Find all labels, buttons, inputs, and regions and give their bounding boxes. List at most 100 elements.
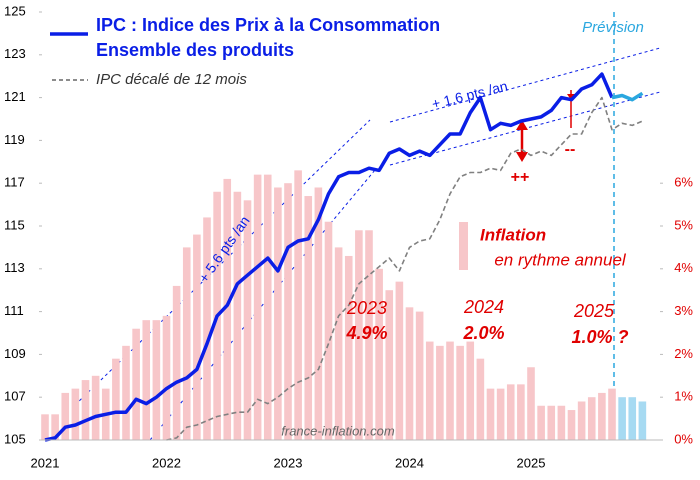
bar [486, 388, 495, 440]
annotation: 2.0% [462, 323, 504, 343]
bar [355, 230, 363, 440]
y2-tick-label: 4% [674, 260, 693, 275]
legend-label: IPC décalé de 12 mois [96, 71, 247, 88]
bar [557, 405, 566, 440]
y-tick-label: 117 [4, 175, 25, 190]
chart-subtitle: Ensemble des produits [96, 40, 294, 60]
legend-label: IPC : Indice des Prix à la Consommation [96, 15, 440, 35]
bar [375, 268, 383, 440]
y2-tick-label: 2% [674, 346, 693, 361]
annotation: -- [565, 141, 576, 158]
annotation: 2024 [463, 297, 504, 317]
y2-tick-label: 6% [674, 175, 693, 190]
bar [223, 178, 232, 441]
bar [344, 255, 353, 440]
bar [294, 170, 302, 441]
bar [172, 285, 181, 440]
bar [587, 397, 596, 440]
bar [506, 384, 515, 440]
bar [415, 311, 424, 440]
bar [496, 388, 505, 440]
bar [324, 221, 333, 440]
bar [598, 392, 606, 440]
bar [41, 414, 49, 440]
y2-tick-label: 1% [674, 389, 693, 404]
bar [527, 367, 535, 440]
annotation: 2025 [573, 301, 615, 321]
x-tick-label: 2022 [152, 455, 181, 470]
annotation: + 1.6 pts /an [430, 78, 509, 112]
x-tick-label: 2025 [517, 455, 546, 470]
bar [122, 345, 130, 440]
bar [628, 397, 637, 440]
bar [152, 320, 161, 440]
bar [405, 307, 414, 440]
y2-tick-label: 3% [674, 303, 693, 318]
bar [395, 281, 404, 440]
bar [243, 200, 252, 440]
bar [385, 290, 394, 440]
y-tick-label: 113 [4, 260, 25, 275]
plot [41, 72, 647, 442]
legend-label: Inflation [480, 225, 546, 244]
bar [112, 358, 120, 440]
y-tick-label: 115 [4, 217, 25, 232]
bar [162, 315, 171, 440]
annotation: Prévision [582, 19, 644, 36]
annotation: 4.9% [345, 323, 387, 343]
annotation: ++ [511, 169, 530, 186]
bar [456, 345, 464, 440]
x-tick-label: 2024 [395, 455, 424, 470]
bar [365, 230, 373, 440]
annotation: 2023 [346, 298, 387, 318]
line [611, 91, 644, 102]
dashed-line [166, 96, 643, 441]
y-tick-label: 107 [4, 389, 26, 404]
bar [476, 358, 485, 440]
y2-tick-label: 0% [674, 431, 693, 446]
bar [284, 183, 292, 440]
y-tick-label: 109 [4, 346, 26, 361]
y-tick-label: 125 [4, 3, 26, 18]
bar [71, 388, 80, 440]
bar [537, 405, 545, 440]
x-tick-label: 2023 [274, 455, 303, 470]
bar [334, 247, 343, 440]
y-tick-label: 123 [4, 46, 26, 61]
bar [61, 392, 70, 440]
bar [436, 345, 444, 440]
bar [142, 320, 151, 440]
bar [304, 196, 313, 440]
annotation: 1.0% ? [571, 327, 628, 347]
bar [51, 414, 59, 440]
annotation: france-inflation.com [281, 423, 395, 438]
y-tick-label: 105 [4, 431, 26, 446]
bar [446, 341, 454, 440]
y2-tick-label: 5% [674, 217, 693, 232]
y-tick-label: 121 [4, 89, 26, 104]
x-tick-label: 2021 [31, 455, 60, 470]
bar [466, 341, 475, 440]
annotation: en rythme annuel [494, 250, 627, 269]
bar [618, 397, 626, 440]
bar [91, 375, 100, 440]
y-tick-label: 111 [4, 303, 24, 318]
bar [517, 384, 525, 440]
line [44, 72, 614, 442]
bar [608, 388, 616, 440]
bar [577, 401, 586, 440]
bar [638, 401, 647, 440]
y-tick-label: 119 [4, 132, 25, 147]
bar [314, 187, 323, 440]
bar [425, 341, 434, 440]
bar [233, 191, 242, 440]
bar [253, 174, 262, 440]
bar [81, 380, 90, 440]
bar [193, 234, 201, 440]
bar [547, 405, 556, 440]
inflation-legend-swatch [459, 222, 468, 270]
bar [263, 174, 272, 440]
bar [567, 410, 576, 440]
bar [182, 247, 191, 440]
